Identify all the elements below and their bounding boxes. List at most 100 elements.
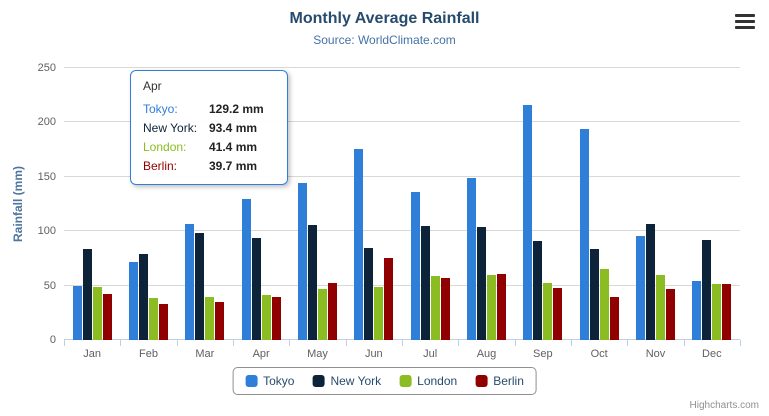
y-axis-tick-label: 200 bbox=[37, 116, 56, 129]
legend-swatch bbox=[312, 375, 325, 387]
bar-tokyo[interactable] bbox=[579, 128, 589, 340]
bar-new-york[interactable] bbox=[702, 239, 712, 340]
x-axis-tick-label: Jun bbox=[364, 348, 383, 360]
bar-london[interactable] bbox=[430, 275, 440, 340]
x-axis-tick bbox=[345, 340, 347, 346]
legend: Tokyo New York London Berlin bbox=[232, 367, 537, 395]
bar-new-york[interactable] bbox=[476, 226, 486, 340]
chart-title: Monthly Average Rainfall bbox=[289, 10, 480, 27]
bar-berlin[interactable] bbox=[158, 303, 168, 340]
bar-berlin[interactable] bbox=[271, 296, 281, 340]
gridline bbox=[64, 121, 740, 123]
tooltip-series-name: Tokyo: bbox=[143, 102, 178, 116]
x-axis-line bbox=[64, 339, 740, 340]
legend-swatch bbox=[245, 375, 258, 387]
bar-london[interactable] bbox=[92, 286, 102, 340]
bar-tokyo[interactable] bbox=[354, 148, 364, 340]
bar-new-york[interactable] bbox=[307, 224, 317, 340]
x-axis-tick-label: Mar bbox=[195, 348, 215, 360]
bar-new-york[interactable] bbox=[645, 224, 655, 340]
tooltip-value: 39.7 mm bbox=[209, 159, 258, 173]
plot-area: 0 50 100 150 200 250 Jan Feb Mar Apr May Jun Jul Aug S… bbox=[38, 62, 741, 360]
x-axis-tick-label: Sep bbox=[533, 348, 553, 360]
bar-berlin[interactable] bbox=[553, 288, 563, 340]
bar-new-york[interactable] bbox=[195, 232, 205, 340]
bar-berlin[interactable] bbox=[384, 257, 394, 340]
bar-london[interactable] bbox=[317, 288, 327, 340]
y-axis-tick-label: 150 bbox=[37, 170, 56, 183]
bar-tokyo[interactable] bbox=[241, 199, 251, 340]
bar-berlin[interactable] bbox=[440, 277, 450, 340]
bar-berlin[interactable] bbox=[609, 297, 619, 340]
tooltip-series-name: Berlin: bbox=[143, 159, 178, 173]
bar-new-york[interactable] bbox=[251, 238, 261, 340]
bar-berlin[interactable] bbox=[102, 293, 112, 340]
chart-subtitle: Source: WorldClimate.com bbox=[313, 33, 456, 47]
bar-london[interactable] bbox=[599, 269, 609, 340]
bar-london[interactable] bbox=[205, 297, 215, 340]
x-axis-tick-label: Aug bbox=[476, 348, 497, 360]
bar-berlin[interactable] bbox=[327, 282, 337, 340]
legend-item-tokyo[interactable]: Tokyo bbox=[245, 374, 294, 388]
y-axis-tick-label: 250 bbox=[37, 62, 56, 74]
bar-new-york[interactable] bbox=[589, 249, 599, 340]
legend-label: Berlin bbox=[493, 374, 524, 388]
tooltip-row: Berlin: 39.7 mm bbox=[143, 159, 275, 173]
bar-new-york[interactable] bbox=[533, 240, 543, 340]
y-axis-tick-label: 50 bbox=[43, 279, 56, 292]
bar-london[interactable] bbox=[655, 275, 665, 340]
legend-label: New York bbox=[330, 374, 382, 388]
x-axis-tick bbox=[514, 340, 516, 346]
legend-label: London bbox=[417, 374, 458, 388]
bar-new-york[interactable] bbox=[364, 248, 374, 340]
legend-item-new-york[interactable]: New York bbox=[312, 374, 381, 388]
tooltip: Apr Tokyo: 129.2 mm New York: 93.4 mm London… bbox=[130, 70, 288, 185]
bar-tokyo[interactable] bbox=[72, 285, 82, 340]
bar-tokyo[interactable] bbox=[466, 178, 476, 340]
legend-swatch bbox=[399, 375, 412, 387]
bar-london[interactable] bbox=[148, 297, 158, 340]
bar-group-apr bbox=[233, 68, 289, 340]
bar-tokyo[interactable] bbox=[523, 104, 533, 340]
y-axis-tick-label: 0 bbox=[49, 334, 56, 346]
gridline bbox=[64, 230, 740, 232]
tooltip-value: 41.4 mm bbox=[209, 140, 258, 154]
x-axis-tick-label: Dec bbox=[702, 348, 722, 360]
tooltip-row: London: 41.4 mm bbox=[143, 140, 275, 154]
legend-label: Tokyo bbox=[263, 374, 295, 388]
hamburger-icon-line bbox=[735, 14, 755, 17]
bar-london[interactable] bbox=[712, 284, 722, 340]
x-axis-tick bbox=[233, 340, 234, 346]
credits-link[interactable]: Highcharts.com bbox=[689, 400, 759, 411]
x-axis-tick bbox=[289, 340, 291, 346]
x-axis-tick bbox=[683, 340, 685, 346]
tooltip-series-name: New York: bbox=[143, 121, 198, 135]
gridline bbox=[64, 175, 740, 177]
bar-berlin[interactable] bbox=[665, 289, 675, 340]
bar-london[interactable] bbox=[543, 283, 553, 340]
bar-london[interactable] bbox=[486, 275, 496, 340]
bar-group-sep bbox=[515, 68, 571, 340]
bar-new-york[interactable] bbox=[82, 249, 92, 340]
bar-tokyo[interactable] bbox=[410, 192, 420, 340]
bar-group-jan bbox=[64, 68, 120, 340]
bar-london[interactable] bbox=[374, 287, 384, 340]
bar-london[interactable] bbox=[261, 294, 271, 340]
x-axis-tick-label: Nov bbox=[645, 348, 666, 360]
x-axis-tick bbox=[120, 340, 122, 346]
x-axis-tick-label: Jan bbox=[83, 348, 102, 360]
legend-item-london[interactable]: London bbox=[399, 374, 457, 388]
bar-new-york[interactable] bbox=[420, 225, 430, 340]
bar-tokyo[interactable] bbox=[635, 236, 645, 340]
legend-item-berlin[interactable]: Berlin bbox=[475, 374, 524, 388]
hamburger-icon-line bbox=[735, 26, 755, 29]
bar-berlin[interactable] bbox=[215, 302, 225, 340]
bar-new-york[interactable] bbox=[138, 254, 148, 340]
bar-berlin[interactable] bbox=[722, 284, 732, 340]
bar-tokyo[interactable] bbox=[692, 280, 702, 340]
bar-tokyo[interactable] bbox=[128, 262, 138, 340]
bar-berlin[interactable] bbox=[496, 274, 506, 340]
export-menu-button[interactable] bbox=[735, 14, 755, 29]
bar-tokyo[interactable] bbox=[297, 183, 307, 340]
bar-tokyo[interactable] bbox=[185, 224, 195, 340]
